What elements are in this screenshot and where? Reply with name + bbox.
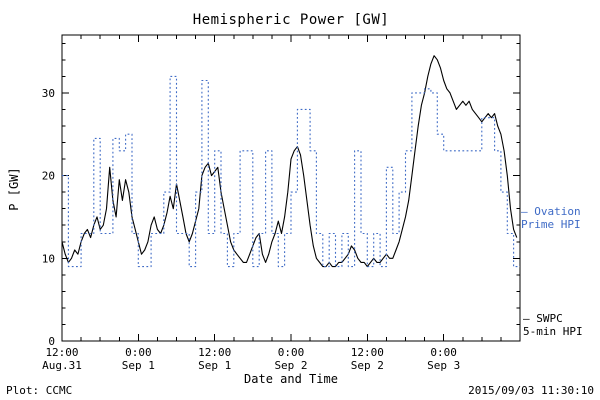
x-tick-date: Aug.31 [42,359,82,372]
x-tick-time: 0:00 [278,346,305,359]
y-axis: 0 10 20 30 [42,42,520,348]
x-tick-time: 12:00 [351,346,384,359]
x-tick-time: 12:00 [198,346,231,359]
legend-swpc-line1: — SWPC [523,312,563,325]
x-tick-date: Sep 1 [122,359,155,372]
x-tick-date: Sep 3 [427,359,460,372]
legend-swpc-line2: 5-min HPI [523,325,583,338]
y-tick-label: 10 [42,252,55,265]
legend-ovation-line2: Prime HPI [521,218,581,231]
x-tick-date: Sep 2 [274,359,307,372]
legend-ovation-prime: – Ovation Prime HPI [521,205,581,231]
x-tick-time: 0:00 [430,346,457,359]
chart-title: Hemispheric Power [GW] [192,12,390,28]
y-tick-label: 30 [42,87,55,100]
legend-swpc: — SWPC 5-min HPI [523,312,583,338]
x-axis-label: Date and Time [244,372,338,386]
y-tick-label: 0 [48,335,55,348]
y-tick-label: 20 [42,170,55,183]
x-tick-time: 12:00 [45,346,78,359]
x-tick-time: 0:00 [125,346,152,359]
series-ovation-prime-hpi [62,75,520,268]
x-tick-date: Sep 1 [198,359,231,372]
plot-frame [61,34,521,342]
y-axis-label: P [GW] [7,167,21,211]
series-swpc-5min-hpi [61,55,518,268]
legend-ovation-line1: – Ovation [521,205,581,218]
plot-source-label: Plot: CCMC [6,384,73,397]
plot-timestamp: 2015/09/03 11:30:10 [468,384,594,397]
x-tick-date: Sep 2 [351,359,384,372]
